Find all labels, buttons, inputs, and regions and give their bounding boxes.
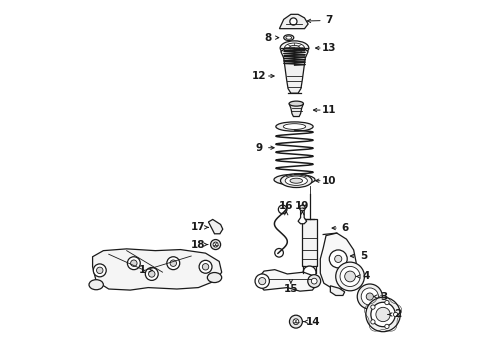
Text: 12: 12	[252, 71, 267, 81]
Circle shape	[131, 260, 137, 266]
Ellipse shape	[281, 176, 308, 183]
Bar	[302, 220, 318, 266]
Polygon shape	[289, 104, 303, 117]
Polygon shape	[330, 286, 344, 296]
Circle shape	[361, 288, 378, 305]
Circle shape	[290, 315, 302, 328]
Text: 2: 2	[394, 310, 401, 319]
Circle shape	[336, 262, 365, 291]
Text: 9: 9	[256, 143, 263, 153]
Ellipse shape	[276, 122, 313, 131]
Polygon shape	[93, 249, 221, 290]
Circle shape	[213, 242, 218, 247]
Text: 10: 10	[322, 176, 337, 186]
Ellipse shape	[290, 178, 302, 183]
Circle shape	[259, 278, 266, 285]
Polygon shape	[298, 209, 307, 224]
Circle shape	[202, 264, 209, 270]
Circle shape	[308, 275, 320, 288]
Circle shape	[255, 274, 270, 288]
Circle shape	[376, 307, 390, 321]
Circle shape	[127, 257, 140, 270]
Text: 13: 13	[322, 43, 337, 53]
Ellipse shape	[286, 36, 292, 39]
Ellipse shape	[289, 45, 300, 51]
Ellipse shape	[285, 176, 307, 185]
Text: 11: 11	[322, 105, 337, 115]
Circle shape	[371, 302, 395, 327]
Text: 14: 14	[306, 317, 320, 327]
Ellipse shape	[207, 273, 221, 283]
Circle shape	[275, 248, 283, 257]
Circle shape	[366, 293, 373, 300]
Text: 6: 6	[342, 223, 349, 233]
Circle shape	[148, 271, 155, 277]
Circle shape	[199, 260, 212, 273]
Circle shape	[357, 284, 382, 309]
Text: 5: 5	[360, 251, 367, 261]
Circle shape	[371, 305, 375, 309]
Circle shape	[340, 266, 360, 287]
Polygon shape	[320, 233, 356, 289]
Text: 4: 4	[363, 271, 370, 282]
Text: 7: 7	[325, 15, 333, 26]
Circle shape	[211, 239, 220, 249]
Circle shape	[97, 267, 103, 274]
Circle shape	[385, 324, 389, 329]
Circle shape	[366, 297, 400, 332]
Circle shape	[393, 312, 398, 317]
Text: 1: 1	[139, 265, 147, 275]
Ellipse shape	[289, 101, 303, 106]
Text: 8: 8	[265, 33, 272, 42]
Polygon shape	[281, 48, 308, 93]
Ellipse shape	[283, 124, 306, 130]
Circle shape	[146, 267, 158, 280]
Circle shape	[278, 205, 287, 214]
Circle shape	[303, 266, 316, 279]
Polygon shape	[279, 14, 308, 29]
Polygon shape	[259, 270, 318, 291]
Circle shape	[299, 205, 305, 211]
Circle shape	[329, 250, 347, 268]
Ellipse shape	[274, 174, 315, 185]
Text: 16: 16	[279, 201, 294, 211]
Circle shape	[293, 319, 299, 324]
Ellipse shape	[89, 280, 103, 290]
Text: 18: 18	[191, 239, 206, 249]
Circle shape	[371, 320, 375, 324]
Ellipse shape	[284, 35, 294, 41]
Ellipse shape	[280, 41, 309, 55]
Ellipse shape	[280, 174, 312, 188]
Text: 15: 15	[284, 284, 298, 294]
Circle shape	[167, 257, 180, 270]
Ellipse shape	[285, 43, 304, 53]
Text: 19: 19	[295, 201, 310, 211]
Circle shape	[385, 300, 389, 305]
Text: 17: 17	[191, 222, 206, 232]
Circle shape	[335, 255, 342, 262]
Circle shape	[290, 18, 297, 25]
Text: 3: 3	[381, 292, 388, 302]
Circle shape	[311, 278, 317, 284]
Polygon shape	[208, 220, 223, 234]
Circle shape	[170, 260, 176, 266]
Circle shape	[344, 271, 355, 282]
Circle shape	[93, 264, 106, 277]
